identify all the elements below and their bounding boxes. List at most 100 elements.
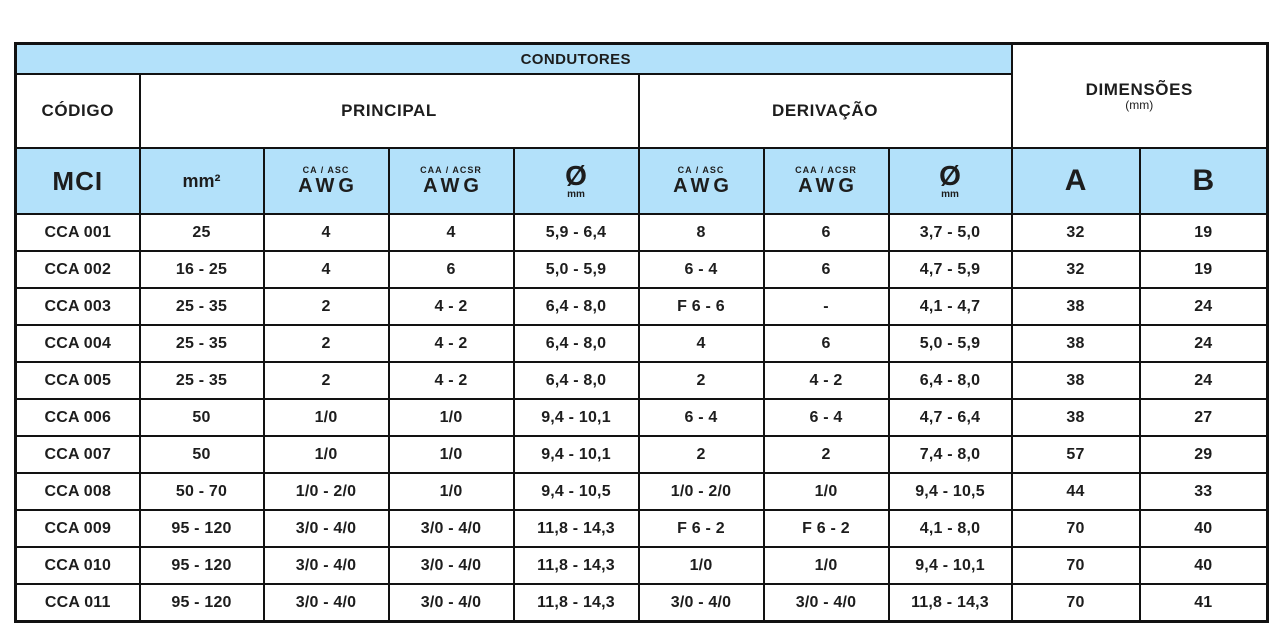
cell-mm2: 25 - 35 — [138, 287, 265, 326]
header-row-condutores: CONDUTORES DIMENSÕES (mm) — [14, 42, 1269, 149]
cell-mm2: 25 - 35 — [138, 324, 265, 363]
mci-label: MCI — [52, 165, 104, 196]
b-label: B — [1192, 164, 1215, 197]
cell-p_caa_awg: 3/0 - 4/0 — [387, 583, 515, 623]
cell-d_diam: 9,4 - 10,5 — [887, 472, 1013, 511]
cell-p_diam: 9,4 - 10,1 — [512, 398, 640, 437]
derivacao-ca-awg-column-header: CA / ASC AWG — [637, 147, 765, 215]
cell-p_diam: 11,8 - 14,3 — [512, 546, 640, 585]
cell-d_caa_awg: 6 — [762, 213, 890, 252]
cell-p_caa_awg: 3/0 - 4/0 — [387, 509, 515, 548]
cell-dim_b: 29 — [1138, 435, 1269, 474]
cell-d_ca_awg: 6 - 4 — [637, 398, 765, 437]
cell-mm2: 50 - 70 — [138, 472, 265, 511]
cell-dim_b: 19 — [1138, 213, 1269, 252]
cell-p_caa_awg: 1/0 — [387, 435, 515, 474]
cell-p_diam: 9,4 - 10,5 — [512, 472, 640, 511]
cell-p_ca_awg: 1/0 — [262, 398, 390, 437]
cell-code: CCA 011 — [14, 583, 141, 623]
cell-p_ca_awg: 3/0 - 4/0 — [262, 583, 390, 623]
cell-d_diam: 9,4 - 10,1 — [887, 546, 1013, 585]
cell-p_caa_awg: 4 - 2 — [387, 324, 515, 363]
cell-p_caa_awg: 1/0 — [387, 398, 515, 437]
cell-code: CCA 008 — [14, 472, 141, 511]
ca-asc-label: CA / ASC — [677, 164, 725, 175]
cell-p_caa_awg: 4 — [387, 213, 515, 252]
cell-p_caa_awg: 4 - 2 — [387, 361, 515, 400]
principal-caa-awg-column-header: CAA / ACSR AWG — [387, 147, 515, 215]
cell-d_diam: 4,7 - 5,9 — [887, 250, 1013, 289]
cell-p_ca_awg: 3/0 - 4/0 — [262, 546, 390, 585]
diameter-symbol: Ø — [565, 160, 587, 191]
cell-code: CCA 003 — [14, 287, 141, 326]
cell-p_ca_awg: 1/0 - 2/0 — [262, 472, 390, 511]
diameter-unit: mm — [941, 189, 959, 200]
cell-p_ca_awg: 4 — [262, 213, 390, 252]
caa-acsr-label: CAA / ACSR — [795, 164, 857, 175]
cell-p_ca_awg: 3/0 - 4/0 — [262, 509, 390, 548]
table-row: CCA 010 95 - 120 3/0 - 4/0 3/0 - 4/0 11,8 - … — [14, 546, 1269, 585]
cell-dim_b: 40 — [1138, 546, 1269, 585]
mm2-label: mm² — [182, 170, 221, 191]
header-row-groups: CÓDIGO PRINCIPAL DERIVAÇÃO — [14, 73, 1268, 149]
awg-label: AWG — [298, 175, 358, 198]
cell-d_diam: 7,4 - 8,0 — [887, 435, 1013, 474]
codigo-header: CÓDIGO — [14, 73, 141, 149]
ca-asc-label: CA / ASC — [302, 164, 350, 175]
cell-dim_a: 38 — [1010, 287, 1141, 326]
cell-d_diam: 5,0 - 5,9 — [887, 324, 1013, 363]
cell-code: CCA 009 — [14, 509, 141, 548]
principal-ca-awg-column-header: CA / ASC AWG — [262, 147, 390, 215]
cell-d_diam: 3,7 - 5,0 — [887, 213, 1013, 252]
cell-p_caa_awg: 1/0 — [387, 472, 515, 511]
cell-p_diam: 6,4 - 8,0 — [512, 324, 640, 363]
table-row: CCA 004 25 - 35 2 4 - 2 6,4 - 8,0 4 6 5,0 - 5,9… — [14, 324, 1269, 363]
derivacao-diameter-column-header: Ø mm — [887, 147, 1013, 215]
cell-d_diam: 6,4 - 8,0 — [887, 361, 1013, 400]
cell-code: CCA 006 — [14, 398, 141, 437]
cell-mm2: 16 - 25 — [138, 250, 265, 289]
cell-mm2: 95 - 120 — [138, 583, 265, 623]
table-row: CCA 009 95 - 120 3/0 - 4/0 3/0 - 4/0 11,8 - … — [14, 509, 1269, 548]
diameter-unit: mm — [567, 189, 585, 200]
cell-dim_b: 41 — [1138, 583, 1269, 623]
cell-dim_b: 33 — [1138, 472, 1269, 511]
cell-dim_a: 32 — [1010, 213, 1141, 252]
dimension-a-column-header: A — [1010, 147, 1141, 215]
cell-dim_b: 40 — [1138, 509, 1269, 548]
cell-dim_a: 38 — [1010, 324, 1141, 363]
dimensoes-header: DIMENSÕES (mm) — [1010, 42, 1269, 149]
cell-d_ca_awg: 1/0 — [637, 546, 765, 585]
derivacao-caa-awg-column-header: CAA / ACSR AWG — [762, 147, 890, 215]
cell-d_caa_awg: 6 - 4 — [762, 398, 890, 437]
cell-p_ca_awg: 2 — [262, 361, 390, 400]
cell-mm2: 25 — [138, 213, 265, 252]
cell-p_diam: 5,0 - 5,9 — [512, 250, 640, 289]
connector-spec-table: CONDUTORES DIMENSÕES (mm) CÓDIGO PRINCIP… — [14, 42, 1270, 623]
cell-dim_a: 38 — [1010, 361, 1141, 400]
cell-p_diam: 5,9 - 6,4 — [512, 213, 640, 252]
derivacao-header: DERIVAÇÃO — [637, 73, 1013, 149]
cell-dim_b: 24 — [1138, 361, 1269, 400]
mm2-column-header: mm² — [138, 147, 265, 215]
cell-p_caa_awg: 6 — [387, 250, 515, 289]
cell-dim_b: 27 — [1138, 398, 1269, 437]
cell-d_ca_awg: 6 - 4 — [637, 250, 765, 289]
cell-d_caa_awg: 3/0 - 4/0 — [762, 583, 890, 623]
a-label: A — [1064, 164, 1087, 197]
cell-dim_a: 70 — [1010, 583, 1141, 623]
cell-d_caa_awg: F 6 - 2 — [762, 509, 890, 548]
table-row: CCA 005 25 - 35 2 4 - 2 6,4 - 8,0 2 4 - 2 6,4 -… — [14, 361, 1269, 400]
cell-dim_b: 24 — [1138, 324, 1269, 363]
header-row-columns: MCI mm² CA / ASC AWG CAA / ACSR AWG Ø mm — [14, 147, 1269, 215]
dimensoes-unit: (mm) — [1125, 98, 1154, 113]
mci-column-header: MCI — [14, 147, 141, 215]
cell-p_ca_awg: 4 — [262, 250, 390, 289]
cell-d_caa_awg: 2 — [762, 435, 890, 474]
cell-dim_a: 70 — [1010, 546, 1141, 585]
cell-p_caa_awg: 3/0 - 4/0 — [387, 546, 515, 585]
cell-mm2: 50 — [138, 435, 265, 474]
cell-p_caa_awg: 4 - 2 — [387, 287, 515, 326]
cell-p_ca_awg: 1/0 — [262, 435, 390, 474]
cell-p_diam: 6,4 - 8,0 — [512, 361, 640, 400]
